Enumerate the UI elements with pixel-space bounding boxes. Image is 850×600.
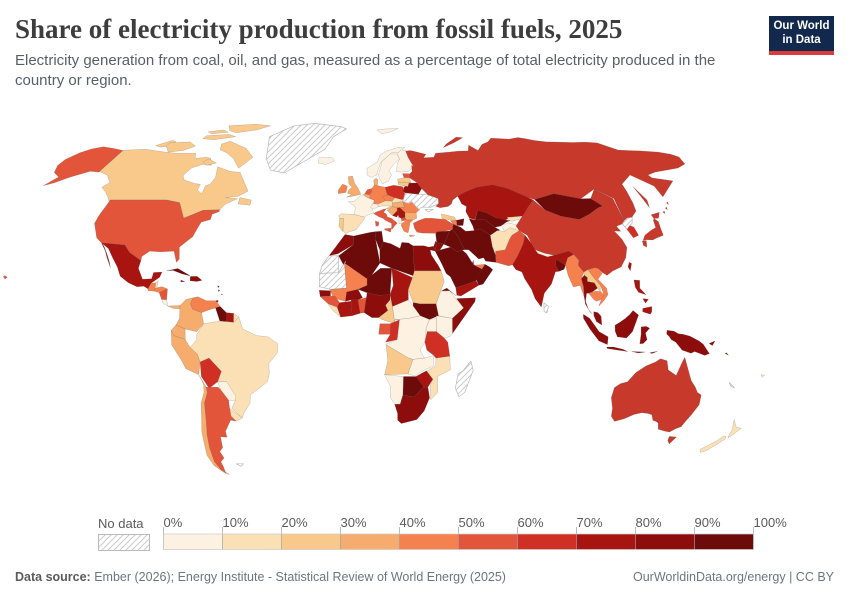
svg-text:60%: 60% (518, 515, 544, 530)
svg-text:100%: 100% (754, 515, 788, 530)
svg-text:70%: 70% (577, 515, 603, 530)
svg-text:40%: 40% (400, 515, 426, 530)
svg-text:0%: 0% (164, 515, 183, 530)
svg-text:30%: 30% (341, 515, 367, 530)
svg-text:80%: 80% (636, 515, 662, 530)
svg-text:10%: 10% (223, 515, 249, 530)
svg-text:90%: 90% (695, 515, 721, 530)
svg-text:50%: 50% (459, 515, 485, 530)
svg-text:20%: 20% (282, 515, 308, 530)
